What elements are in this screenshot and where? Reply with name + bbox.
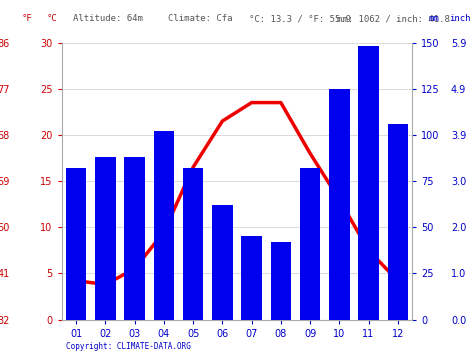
Bar (125, 157, 145, 320)
Bar (241, 236, 262, 320)
Bar (66, 168, 86, 320)
Bar (183, 168, 203, 320)
Bar (271, 242, 291, 320)
Text: °C: °C (46, 14, 57, 23)
Bar (388, 124, 408, 320)
Text: Copyright: CLIMATE-DATA.ORG: Copyright: CLIMATE-DATA.ORG (66, 343, 191, 351)
Text: Altitude: 64m: Altitude: 64m (73, 14, 143, 23)
Text: mm: 1062 / inch: 41.8: mm: 1062 / inch: 41.8 (337, 14, 449, 23)
Bar (154, 131, 174, 320)
Bar (300, 168, 320, 320)
Text: Climate: Cfa: Climate: Cfa (168, 14, 233, 23)
Bar (95, 157, 116, 320)
Text: inch: inch (449, 14, 471, 23)
Text: °C: 13.3 / °F: 55.9: °C: 13.3 / °F: 55.9 (249, 14, 351, 23)
Bar (329, 89, 349, 320)
Bar (212, 205, 233, 320)
Bar (358, 46, 379, 320)
Text: °F: °F (21, 14, 32, 23)
Text: mm: mm (429, 14, 440, 23)
